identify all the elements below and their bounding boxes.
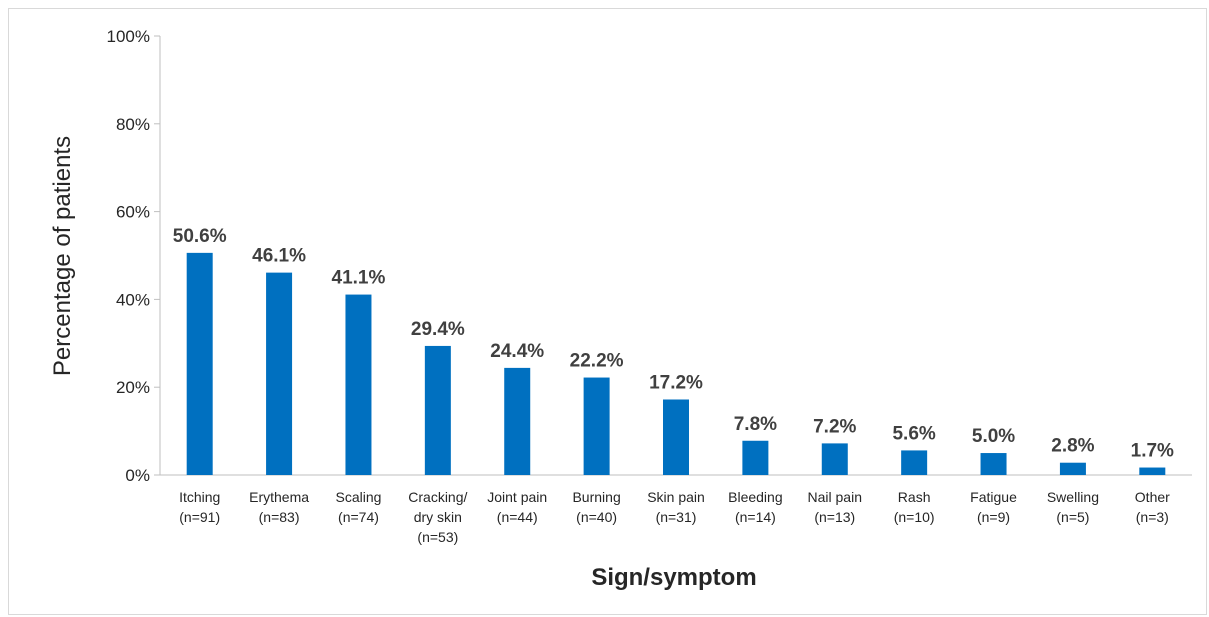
bar [504, 367, 531, 475]
category-label: Cracking/dry skin (n=53) [408, 489, 467, 545]
bar [424, 345, 451, 475]
data-label: 2.8% [1051, 436, 1094, 457]
bar [1059, 462, 1086, 475]
category-label: Burning (n=40) [572, 489, 620, 525]
category-label: Joint pain (n=44) [487, 489, 547, 525]
bar [663, 399, 689, 475]
chart-frame [8, 8, 1207, 615]
category-label: Bleeding (n=14) [728, 489, 783, 525]
y-tick-label: 60% [116, 203, 150, 222]
category-label: Erythema (n=83) [249, 489, 309, 525]
bar [186, 252, 213, 475]
category-label: Itching (n=91) [179, 489, 220, 525]
y-tick-label: 40% [116, 290, 150, 309]
y-tick-label: 80% [116, 115, 150, 134]
category-label: Rash (n=10) [894, 489, 935, 525]
bar [821, 443, 848, 475]
bar [1139, 467, 1166, 475]
bar [583, 377, 610, 475]
data-label: 5.0% [972, 426, 1015, 447]
data-label: 5.6% [892, 423, 935, 444]
data-label: 7.2% [813, 416, 856, 437]
bar [345, 294, 372, 475]
category-label: Scaling (n=74) [336, 489, 382, 525]
category-label: Fatigue (n=9) [970, 489, 1017, 525]
data-label: 24.4% [490, 341, 544, 362]
data-label: 17.2% [649, 372, 703, 393]
y-tick-label: 20% [116, 378, 150, 397]
bar [901, 450, 928, 475]
x-axis-label: Sign/symptom [591, 564, 756, 591]
category-label: Other (n=3) [1135, 489, 1170, 525]
data-label: 29.4% [411, 319, 465, 340]
data-label: 7.8% [734, 414, 777, 435]
bar [980, 453, 1007, 475]
data-label: 46.1% [252, 246, 306, 267]
category-label: Skin pain (n=31) [647, 489, 705, 525]
data-label: 50.6% [173, 226, 227, 247]
bar [742, 440, 769, 475]
y-tick-label: 0% [125, 466, 150, 485]
y-tick-label: 100% [107, 27, 150, 46]
category-label: Nail pain (n=13) [808, 489, 862, 525]
data-label: 41.1% [332, 268, 386, 289]
category-label: Swelling (n=5) [1047, 489, 1099, 525]
y-axis-label: Percentage of patients [49, 136, 76, 376]
data-label: 1.7% [1131, 441, 1174, 462]
bar [266, 272, 293, 475]
data-label: 22.2% [570, 351, 624, 372]
